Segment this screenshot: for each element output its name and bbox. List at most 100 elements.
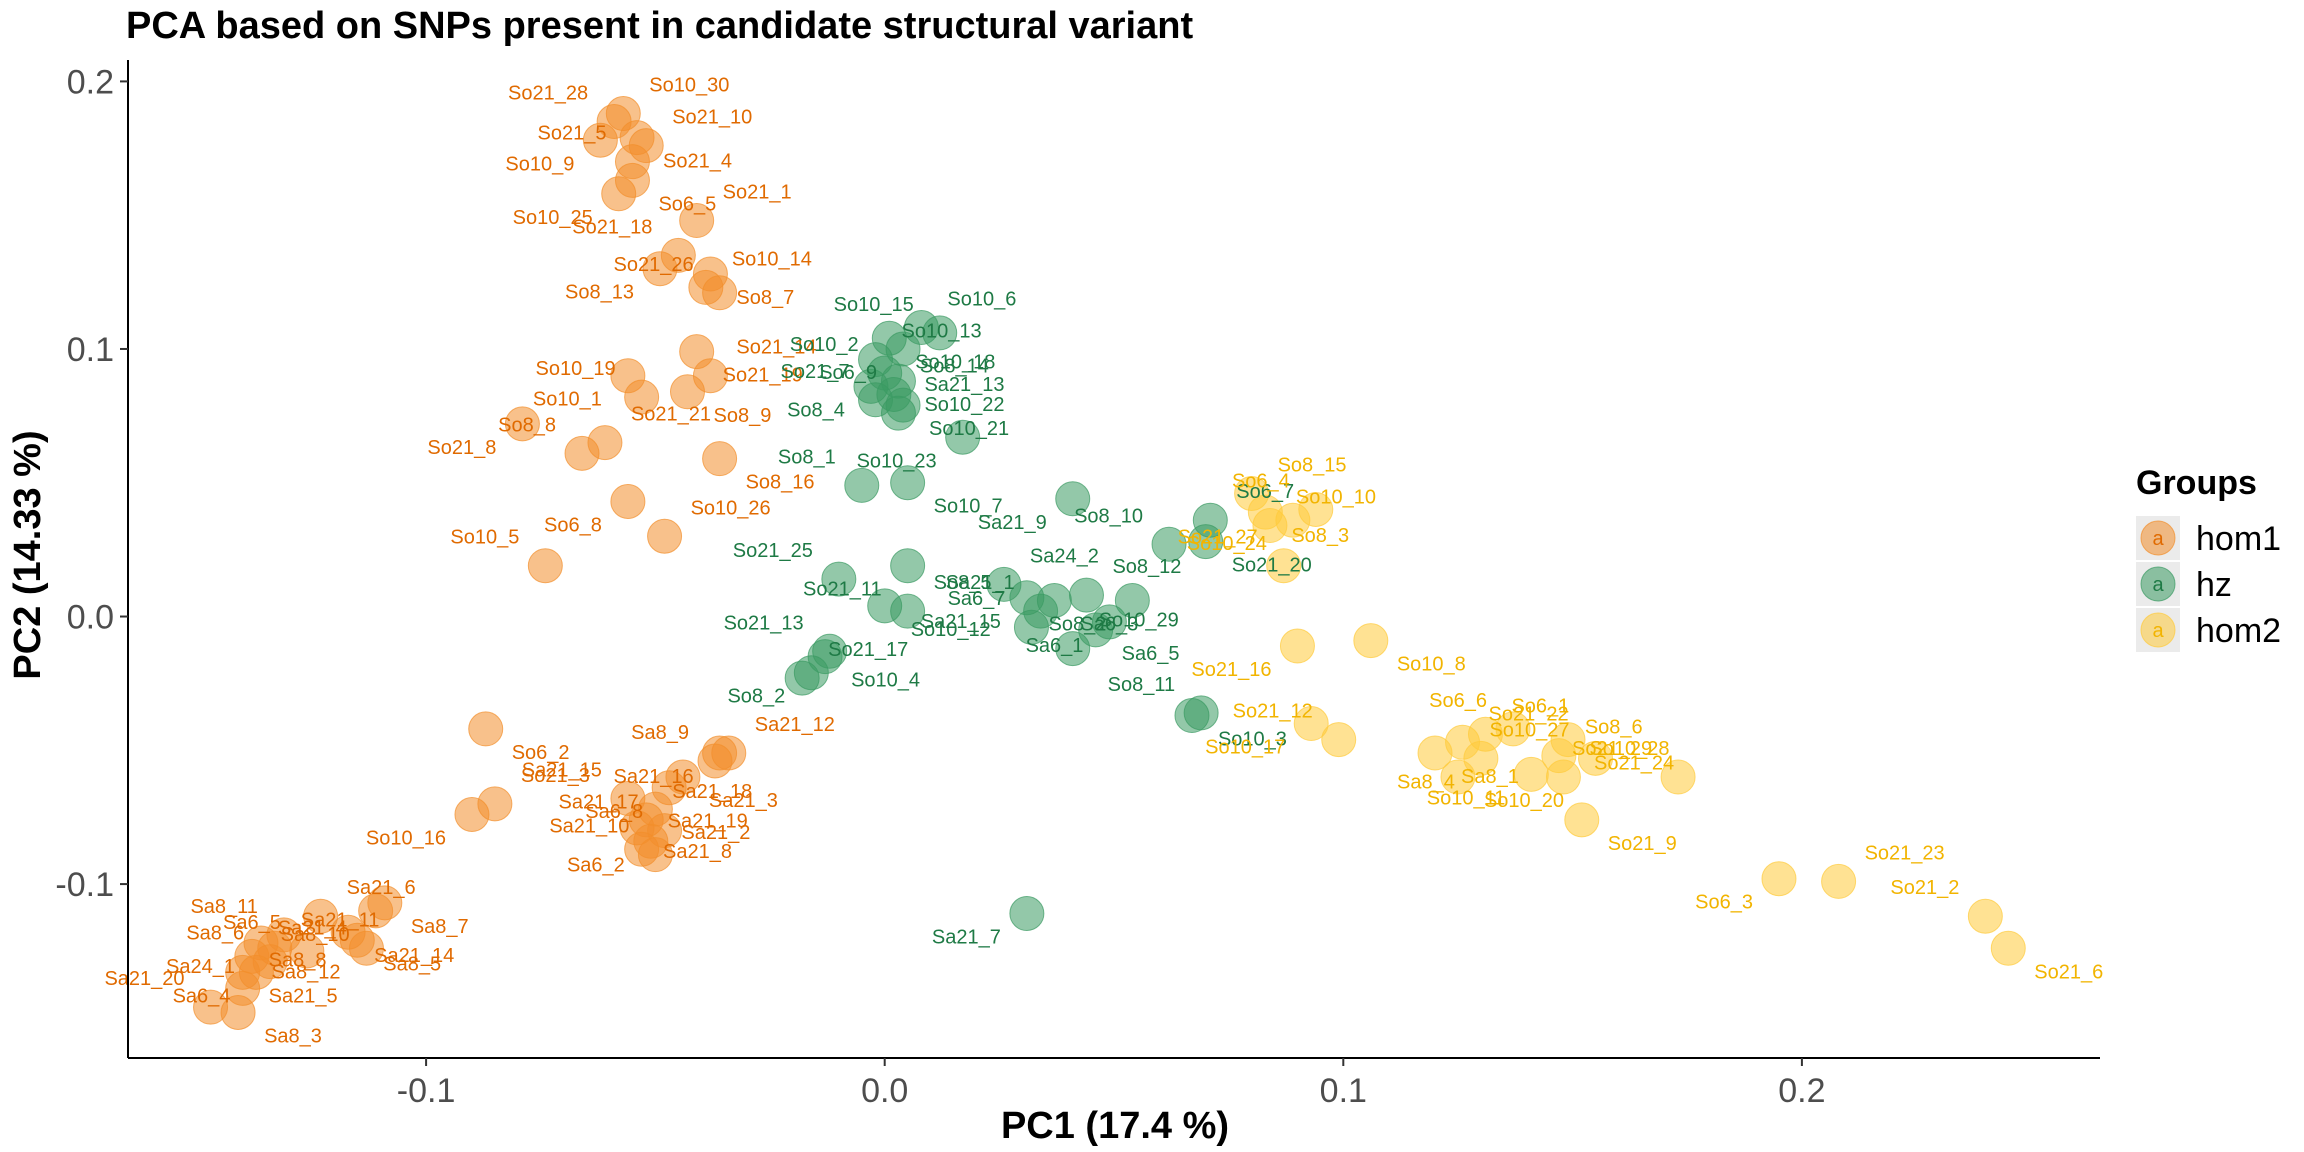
scatter-point-hom1 (647, 518, 683, 554)
scatter-point-hom2 (1578, 740, 1614, 776)
scatter-point-hom2 (1440, 759, 1476, 795)
point-label-hz: So10_4 (851, 670, 920, 692)
point-label-hom1: Sa21_6 (347, 877, 416, 899)
point-label-hom2: So10_8 (1397, 654, 1466, 676)
scatter-point-hom2 (1564, 802, 1600, 838)
point-label-hz: So10_21 (929, 418, 1009, 440)
point-label-hom1: So8_7 (736, 287, 794, 309)
point-label-hom2: So10_11 (1427, 787, 1506, 809)
legend-swatch-hz (2140, 566, 2176, 602)
point-label-hz: Sa6_7 (948, 588, 1006, 610)
point-label-hom1: Sa6_8 (585, 801, 643, 823)
scatter-point-hom1 (679, 203, 715, 239)
scatter-point-hom2 (1821, 863, 1857, 899)
y-tick-label: 0.2 (67, 63, 114, 101)
point-label-hom1: Sa21_2 (681, 822, 750, 844)
scatter-point-hz (1151, 526, 1187, 562)
point-label-hom1: So8_9 (713, 405, 771, 427)
scatter-point-hz (1055, 481, 1091, 517)
point-label-hom1: Sa21_19 (668, 810, 748, 832)
scatter-point-hom2 (1761, 861, 1797, 897)
scatter-point-hz (922, 315, 958, 351)
x-axis: -0.1 0.0 0.1 0.2 (128, 1057, 2100, 1110)
point-label-hom1: Sa24_1 (166, 956, 235, 978)
point-label-hom2: So21_29 (1572, 738, 1652, 760)
scatter-point-hz (880, 395, 916, 431)
point-label-hom2: Sa8_1 (1461, 766, 1519, 788)
point-label-hom1: Sa8_9 (631, 722, 689, 744)
point-label-hom2: So10_27 (1489, 719, 1569, 741)
point-label-hz: Sa24_2 (1030, 545, 1099, 567)
point-label-hom1: Sa6_5 (223, 912, 281, 934)
point-label-hom1: So6_5 (658, 193, 716, 215)
scatter-point-hom1 (601, 176, 637, 212)
point-label-hz: Sa21_9 (978, 512, 1047, 534)
point-label-hom1: So21_8 (427, 437, 496, 459)
point-label-hom1: Sa21_12 (755, 714, 835, 736)
scatter-point-hom1 (610, 483, 646, 519)
y-axis-title: PC2 (14.33 %) (7, 430, 49, 679)
scatter-point-hz (1174, 698, 1210, 734)
scatter-point-hom1 (564, 435, 600, 471)
scatter-point-hom1 (454, 797, 490, 833)
point-label-hom1: So10_25 (513, 207, 593, 229)
point-label-hz: So8_14 (920, 355, 989, 377)
point-label-hom1: So8_13 (565, 282, 634, 304)
point-label-hom1: Sa21_14 (374, 945, 454, 967)
point-label-hom2: So10_24 (1187, 533, 1267, 555)
legend: Groups a hom1 a hz a hom2 (2136, 464, 2281, 652)
point-label-hz: So8_4 (787, 399, 845, 421)
point-label-hz: Sa6_3 (1080, 613, 1138, 635)
scatter-point-hom2 (1293, 706, 1329, 742)
point-label-hz: Sa6_5 (1122, 643, 1180, 665)
point-label-hom1: Sa6_4 (173, 985, 231, 1007)
legend-entries: a hom1 a hz a hom2 (2136, 516, 2281, 652)
legend-label-hom2: hom2 (2196, 612, 2281, 650)
point-label-hom1: So21_21 (631, 404, 711, 426)
x-tick-label: 0.0 (861, 1072, 908, 1110)
point-label-hom1: Sa21_11 (301, 909, 380, 931)
point-label-hom2: So21_12 (1233, 701, 1313, 723)
scatter-point-hom1 (702, 441, 738, 477)
scatter-point-hom1 (468, 711, 504, 747)
x-axis-title: PC1 (17.4 %) (1001, 1105, 1229, 1147)
scatter-point-hz (1114, 582, 1150, 618)
point-label-hom1: So8_8 (498, 414, 556, 436)
scatter-point-hom1 (289, 933, 325, 969)
scatter-point-hom1 (637, 837, 673, 873)
point-label-hz: So10_7 (934, 496, 1003, 518)
point-label-hom1: So21_14 (736, 337, 816, 359)
scatter-point-hz (784, 660, 820, 696)
point-label-hom2: So10_10 (1296, 487, 1376, 509)
point-label-hz: So21_20 (1232, 555, 1312, 577)
point-label-hom1: So6_8 (544, 514, 602, 536)
point-label-hom1: Sa21_5 (269, 985, 338, 1007)
scatter-point-hom1 (669, 374, 705, 410)
scatter-point-hz (844, 467, 880, 503)
point-label-hom1: So10_19 (536, 358, 616, 380)
point-label-hz: So21_25 (733, 540, 813, 562)
point-label-hom1: So10_30 (649, 75, 729, 97)
point-label-hom2: So21_16 (1191, 659, 1271, 681)
scatter-point-hom2 (1495, 711, 1531, 747)
point-label-hom1: So8_16 (746, 472, 815, 494)
scatter-point-hom2 (1513, 756, 1549, 792)
scatter-point-hom2 (1463, 740, 1499, 776)
scatter-point-hom1 (642, 251, 678, 287)
scatter-point-hz (1055, 631, 1091, 667)
point-label-hz: So8_2 (727, 686, 785, 708)
point-label-hom2: So6_6 (1429, 690, 1487, 712)
legend-title: Groups (2136, 464, 2257, 502)
point-label-hom2: So6_1 (1511, 695, 1569, 717)
scatter-point-hom1 (358, 893, 394, 929)
scatter-point-hom1 (348, 930, 384, 966)
point-label-hom2: So21_27 (1178, 527, 1258, 549)
scatter-point-hom1 (303, 898, 339, 934)
point-label-hom1: Sa21_18 (672, 781, 752, 803)
scatter-point-hom1 (697, 743, 733, 779)
point-label-hom2: So21_23 (1865, 842, 1945, 864)
point-label-hom1: Sa21_15 (522, 759, 602, 781)
scatter-point-hz (1091, 604, 1127, 640)
point-label-hom1: So10_9 (505, 153, 574, 175)
point-label-hom2: So21_22 (1489, 703, 1569, 725)
